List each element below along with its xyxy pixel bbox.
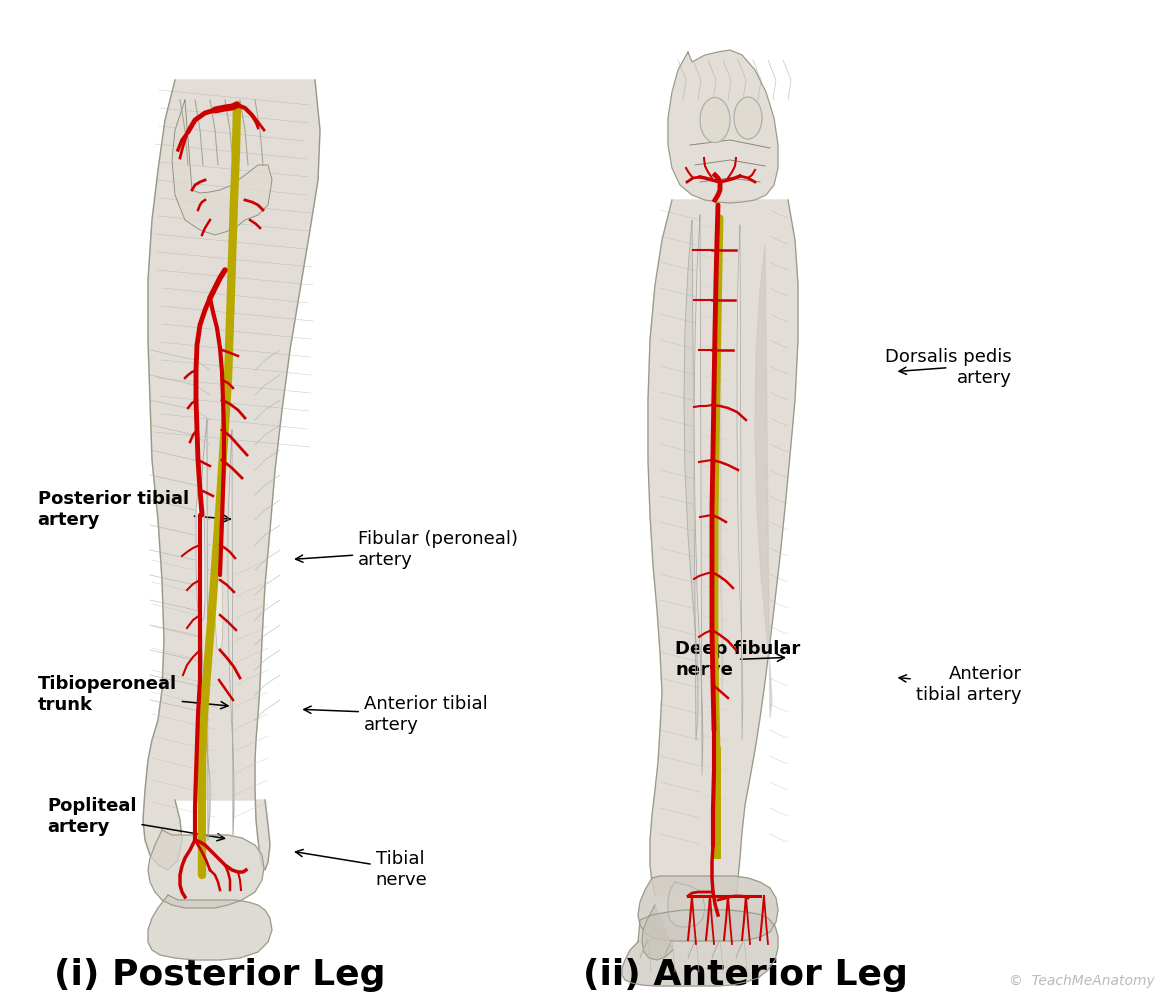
Text: Dorsalis pedis
artery: Dorsalis pedis artery	[885, 349, 1012, 387]
Polygon shape	[648, 200, 798, 895]
Text: ©  TeachMeAnatomy: © TeachMeAnatomy	[1010, 974, 1155, 988]
Polygon shape	[684, 220, 699, 740]
Ellipse shape	[700, 98, 730, 143]
Polygon shape	[642, 905, 673, 960]
Polygon shape	[228, 430, 234, 835]
Polygon shape	[196, 490, 205, 622]
Polygon shape	[668, 882, 706, 927]
Polygon shape	[694, 215, 703, 775]
Text: (ii) Anterior Leg: (ii) Anterior Leg	[582, 958, 908, 992]
Polygon shape	[173, 100, 272, 235]
Text: Anterior tibial
artery: Anterior tibial artery	[304, 695, 487, 733]
Polygon shape	[637, 876, 778, 941]
Polygon shape	[622, 910, 778, 986]
Text: Tibial
nerve: Tibial nerve	[296, 849, 427, 888]
Polygon shape	[143, 80, 321, 870]
Polygon shape	[737, 225, 743, 740]
Polygon shape	[148, 830, 264, 908]
Polygon shape	[668, 50, 778, 203]
Text: (i) Posterior Leg: (i) Posterior Leg	[54, 958, 386, 992]
Polygon shape	[714, 225, 723, 695]
Polygon shape	[200, 420, 210, 840]
Text: Deep fibular
nerve: Deep fibular nerve	[675, 640, 801, 678]
Polygon shape	[148, 895, 272, 960]
Text: Anterior
tibial artery: Anterior tibial artery	[899, 665, 1021, 703]
Polygon shape	[755, 245, 772, 718]
Text: Tibioperoneal
trunk: Tibioperoneal trunk	[38, 675, 228, 713]
Text: Popliteal
artery: Popliteal artery	[47, 797, 224, 841]
Text: Posterior tibial
artery: Posterior tibial artery	[38, 491, 230, 528]
Ellipse shape	[734, 97, 762, 139]
Text: Fibular (peroneal)
artery: Fibular (peroneal) artery	[296, 530, 518, 568]
Polygon shape	[214, 520, 223, 650]
